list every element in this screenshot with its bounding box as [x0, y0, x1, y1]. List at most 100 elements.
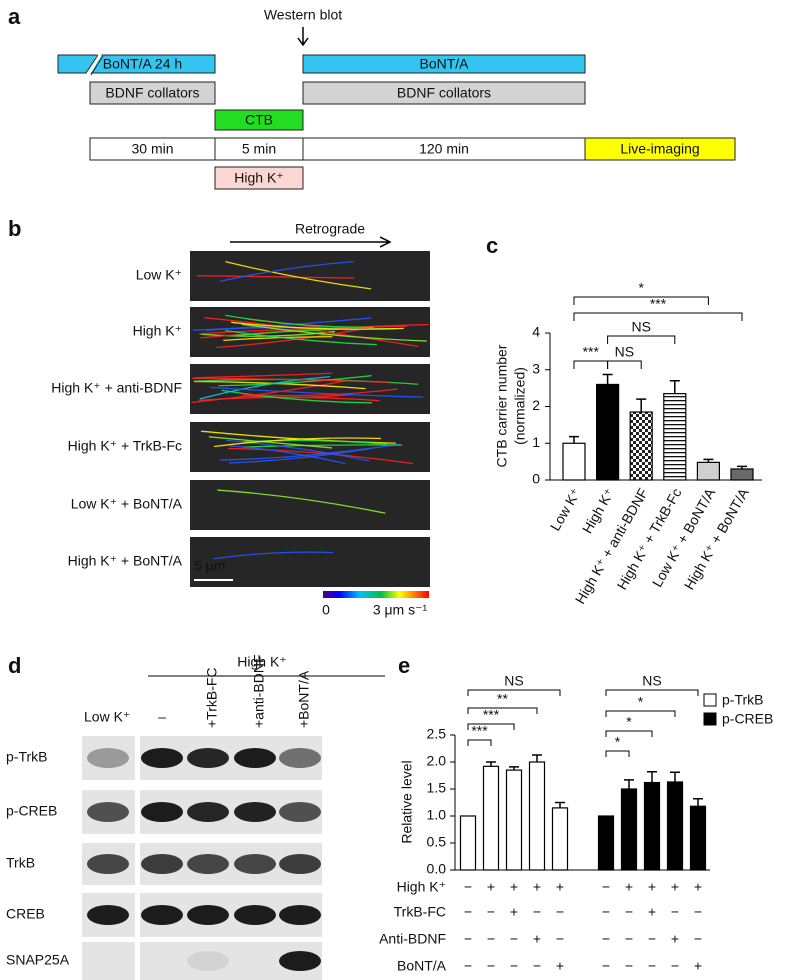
legend-label: p-TrkB [722, 692, 763, 708]
colorbar [323, 591, 429, 598]
condition-mark: + [671, 879, 679, 895]
condition-label: TrkB-FC [394, 904, 446, 920]
lane-label: Low K⁺ [84, 709, 130, 725]
blot-band [141, 854, 183, 874]
trajectory [199, 375, 331, 400]
significance-bracket [607, 360, 642, 369]
box-label: BoNT/A [419, 56, 469, 72]
y-axis-label: Relative level [399, 760, 415, 843]
trajectory [229, 445, 346, 465]
blot-band [234, 905, 276, 925]
error-bar [624, 779, 634, 789]
significance-label: NS [631, 319, 650, 335]
condition-label: Low K⁺ + BoNT/A [71, 496, 183, 512]
protein-label: SNAP25A [6, 952, 70, 968]
trajectory [241, 323, 427, 342]
trajectory [228, 447, 414, 465]
trajectory [221, 389, 373, 404]
image-panel [190, 480, 430, 530]
condition-mark: + [510, 879, 518, 895]
significance-bracket [467, 689, 561, 696]
significance-label: *** [650, 296, 667, 312]
significance-label: * [615, 734, 621, 750]
bar [666, 781, 684, 871]
legend-label: p-CREB [722, 711, 773, 727]
significance-bracket [467, 723, 515, 730]
error-bar [647, 770, 657, 783]
break-mark [85, 54, 104, 76]
condition-mark: + [694, 958, 702, 974]
error-bar [693, 797, 703, 807]
blot-band [234, 854, 276, 874]
error-bar [669, 380, 680, 394]
significance-bracket [573, 296, 709, 305]
legend-swatch [703, 712, 717, 726]
timeline-box [302, 81, 586, 105]
condition-mark: − [602, 958, 610, 974]
trajectory [191, 380, 346, 404]
timeline-box [214, 166, 304, 190]
box-label: 5 min [242, 141, 276, 157]
timeline-box [302, 54, 586, 74]
protein-label: p-CREB [6, 803, 57, 819]
condition-mark: − [464, 931, 472, 947]
blot-band [141, 748, 183, 768]
significance-bracket [467, 707, 538, 714]
significance-label: *** [583, 344, 600, 360]
trajectory [225, 314, 375, 328]
y-axis-label: (normalized) [512, 367, 528, 445]
blot-band [187, 905, 229, 925]
lane-label: +BoNT/A [296, 670, 312, 728]
condition-label: High K⁺ [397, 879, 446, 895]
significance-label: NS [504, 673, 523, 689]
condition-mark: + [533, 931, 541, 947]
bar [689, 805, 707, 871]
condition-mark: − [487, 904, 495, 920]
condition-label: High K⁺ + BoNT/A [68, 553, 183, 569]
y-tick-label: 2.0 [427, 753, 447, 769]
error-bar [532, 754, 542, 762]
box-label: Live-imaging [620, 141, 699, 157]
condition-mark: − [648, 958, 656, 974]
condition-mark: − [625, 904, 633, 920]
error-bar [602, 373, 613, 385]
y-tick-label: 2.5 [427, 726, 447, 742]
blot-band [187, 802, 229, 822]
box-label: BDNF collators [397, 85, 491, 101]
bar [459, 815, 477, 871]
bar [505, 769, 523, 871]
significance-bracket [605, 730, 653, 737]
error-bar [555, 801, 565, 808]
y-tick-label: 0.5 [427, 834, 447, 850]
arrow [230, 236, 392, 248]
condition-mark: − [625, 958, 633, 974]
condition-mark: − [602, 931, 610, 947]
y-tick-label: 3 [532, 360, 540, 376]
lane-label: +TrkB-FC [204, 667, 220, 728]
condition-label: Anti-BDNF [379, 931, 446, 947]
y-tick-label: 4 [532, 324, 540, 340]
bar [643, 781, 661, 871]
trajectory [244, 388, 398, 397]
significance-label: NS [642, 673, 661, 689]
y-axis-label: CTB carrier number [494, 344, 510, 467]
direction-label: Retrograde [295, 221, 365, 237]
significance-label: * [626, 714, 632, 730]
colorbar-label: 3 μm s⁻¹ [373, 602, 428, 618]
box-label: CTB [245, 112, 273, 128]
condition-mark: − [556, 904, 564, 920]
blot-band [141, 905, 183, 925]
blot-band [187, 854, 229, 874]
condition-mark: − [694, 931, 702, 947]
bar [730, 468, 754, 481]
y-tick-label: 1.0 [427, 807, 447, 823]
significance-bracket [607, 335, 676, 344]
y-tick-label: 1 [532, 434, 540, 450]
timeline-box [89, 81, 216, 105]
significance-bracket [605, 710, 676, 717]
significance-bracket [605, 689, 699, 696]
blot-band [279, 802, 321, 822]
image-panel [190, 422, 430, 472]
panel-label: a [8, 4, 21, 29]
trajectory [225, 261, 372, 290]
